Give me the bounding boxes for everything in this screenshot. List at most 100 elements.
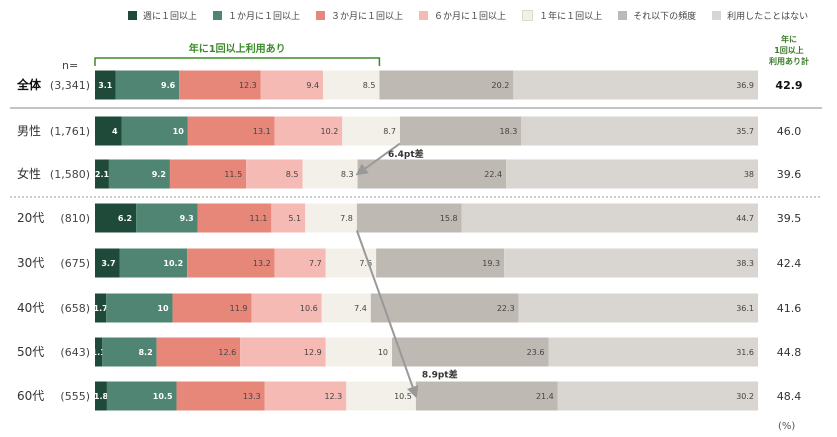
- bar-segment: [274, 248, 326, 278]
- bar-segment: [302, 159, 358, 189]
- difference-label: 6.4pt差: [388, 148, 424, 160]
- sample-size-prefix: n=: [62, 59, 78, 72]
- bracket-line: [94, 57, 381, 66]
- bar-segment: [346, 381, 416, 411]
- segment-value-label: 3.7: [101, 259, 115, 268]
- bar-segment: [305, 203, 357, 233]
- bar-segment: [119, 248, 188, 278]
- segment-value-label: 12.3: [324, 392, 342, 401]
- segment-value-label: 8.5: [286, 170, 299, 179]
- bar-segment: [557, 381, 758, 411]
- segment-value-label: 9.4: [306, 81, 319, 90]
- row-label: 60代: [17, 389, 44, 403]
- row-sample-size: (1,580): [50, 168, 90, 181]
- bar-segment: [95, 293, 107, 323]
- bar-segment: [106, 293, 173, 323]
- segment-value-label: 13.2: [253, 259, 271, 268]
- segment-value-label: 15.8: [440, 214, 458, 223]
- segment-value-label: 13.1: [253, 127, 271, 136]
- segment-value-label: 31.6: [736, 348, 754, 357]
- bar-segment: [521, 116, 758, 146]
- bar-segment: [187, 116, 275, 146]
- bar-segment: [197, 203, 272, 233]
- row-label: 男性: [17, 124, 41, 138]
- bar-segment: [95, 203, 137, 233]
- legend-swatch: [316, 10, 326, 20]
- segment-value-label: 11.1: [250, 214, 268, 223]
- bar-segment: [172, 293, 252, 323]
- row-total-value: 39.6: [777, 168, 802, 181]
- row-label: 50代: [17, 345, 44, 359]
- total-header-line-3: 利用あり計: [769, 57, 809, 66]
- legend-label: ３か月に１回以上: [331, 11, 404, 22]
- bar-segment: [179, 70, 261, 100]
- row-total-value: 48.4: [777, 390, 802, 403]
- bar-segment: [108, 159, 170, 189]
- percent-unit-label: (%): [778, 421, 796, 432]
- legend-item: １年に１回以上: [522, 9, 602, 22]
- bar-segment: [260, 70, 324, 100]
- bar-segment: [95, 116, 122, 146]
- row-total-value: 42.9: [775, 79, 802, 92]
- segment-value-label: 36.9: [736, 81, 754, 90]
- legend-label: 週に１回以上: [143, 11, 198, 22]
- segment-value-label: 9.3: [180, 214, 194, 223]
- bar-segment: [240, 337, 326, 367]
- segment-value-label: 4: [112, 127, 118, 136]
- segment-value-label: 1.1: [92, 348, 107, 357]
- bar-segment: [376, 248, 505, 278]
- bar-segment: [95, 248, 120, 278]
- segment-value-label: 1.7: [94, 304, 108, 313]
- row-label: 女性: [17, 166, 41, 181]
- row-total-value: 42.4: [777, 257, 802, 270]
- bar-segment: [415, 381, 558, 411]
- legend-swatch: [712, 10, 722, 20]
- segment-value-label: 10: [157, 304, 169, 313]
- bar-segment: [513, 70, 758, 100]
- bar-segment: [274, 116, 343, 146]
- bar-segment: [246, 159, 303, 189]
- bar-segment: [271, 203, 306, 233]
- row-total-value: 44.8: [777, 346, 802, 359]
- bar-segment: [461, 203, 758, 233]
- difference-label: 8.9pt差: [422, 369, 458, 381]
- segment-value-label: 19.3: [482, 259, 500, 268]
- legend-item: ６か月に１回以上: [419, 9, 506, 22]
- segment-value-label: 7.8: [340, 214, 353, 223]
- bar-segment: [342, 116, 400, 146]
- bar-segment: [399, 116, 522, 146]
- segment-value-label: 10.2: [320, 127, 338, 136]
- segment-value-label: 10.6: [300, 304, 318, 313]
- segment-value-label: 10: [173, 127, 185, 136]
- row-sample-size: (1,761): [50, 125, 90, 138]
- bar-segment: [136, 203, 198, 233]
- segment-value-label: 36.1: [736, 304, 754, 313]
- segment-value-label: 8.2: [138, 348, 152, 357]
- row-sample-size: (658): [60, 302, 90, 315]
- segment-value-label: 7.7: [309, 259, 322, 268]
- row-sample-size: (810): [60, 212, 90, 225]
- bar-segment: [323, 70, 380, 100]
- segment-value-label: 38.3: [736, 259, 754, 268]
- segment-value-label: 9.2: [152, 170, 166, 179]
- segment-value-label: 12.9: [304, 348, 322, 357]
- segment-value-label: 5.1: [288, 214, 301, 223]
- legend-item: 利用したことはない: [712, 9, 808, 22]
- bar-segment: [392, 337, 549, 367]
- bar-segment: [156, 337, 241, 367]
- row-total-value: 46.0: [777, 125, 802, 138]
- segment-value-label: 22.4: [484, 170, 502, 179]
- segment-value-label: 30.2: [736, 392, 754, 401]
- segment-value-label: 35.7: [736, 127, 754, 136]
- bracket-label: 年に1回以上利用あり: [189, 42, 286, 55]
- legend-swatch: [522, 9, 534, 21]
- segment-value-label: 11.5: [224, 170, 242, 179]
- bar-segment: [176, 381, 265, 411]
- row-sample-size: (3,341): [50, 79, 90, 92]
- row-label: 全体: [16, 77, 42, 92]
- segment-value-label: 6.2: [118, 214, 132, 223]
- legend-label: ６か月に１回以上: [434, 11, 507, 22]
- segment-value-label: 22.3: [497, 304, 515, 313]
- segment-value-label: 12.3: [239, 81, 257, 90]
- bar-segment: [325, 337, 393, 367]
